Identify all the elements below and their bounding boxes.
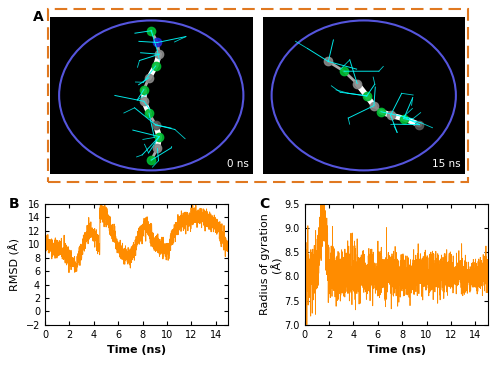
Text: C: C — [259, 197, 269, 211]
Text: 15 ns: 15 ns — [432, 159, 461, 169]
X-axis label: Time (ns): Time (ns) — [366, 345, 426, 355]
X-axis label: Time (ns): Time (ns) — [107, 345, 166, 355]
Y-axis label: Radius of gyration
(Å): Radius of gyration (Å) — [260, 214, 283, 315]
Text: A: A — [32, 10, 44, 24]
Text: 0 ns: 0 ns — [226, 159, 248, 169]
Y-axis label: RMSD (Å): RMSD (Å) — [9, 238, 20, 291]
Text: B: B — [8, 197, 19, 211]
